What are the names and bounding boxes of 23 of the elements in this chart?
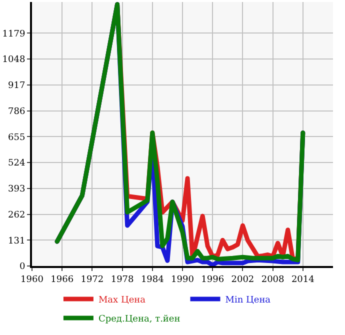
x-tick-label: 1990 (171, 274, 194, 285)
y-tick-label: 917 (8, 81, 26, 92)
x-tick-label: 1978 (110, 274, 134, 285)
y-tick-label: 393 (8, 184, 26, 195)
x-tick-label: 1960 (20, 274, 44, 285)
x-tick-label: 1984 (140, 274, 164, 285)
x-tick-label: 2008 (261, 274, 285, 285)
y-tick-label: 786 (8, 106, 26, 117)
y-tick-label: 0 (19, 262, 26, 272)
y-tick-label: 262 (8, 210, 26, 220)
x-tick-label: 1972 (80, 274, 104, 285)
x-tick-label: 1996 (201, 274, 224, 285)
y-tick-label: 1048 (2, 55, 26, 66)
legend-label: Min Цена (225, 295, 272, 306)
y-tick-label: 1179 (2, 29, 26, 40)
y-tick-label: 655 (8, 132, 26, 143)
legend-label: Сред.Цена, т.йен (98, 314, 180, 324)
x-tick-label: 1966 (50, 274, 74, 285)
x-tick-label: 2002 (231, 274, 254, 285)
legend-label: Max Цена (98, 295, 146, 306)
y-tick-label: 524 (8, 158, 26, 169)
y-tick-label: 131 (8, 236, 26, 246)
x-tick-label: 2014 (291, 274, 315, 285)
